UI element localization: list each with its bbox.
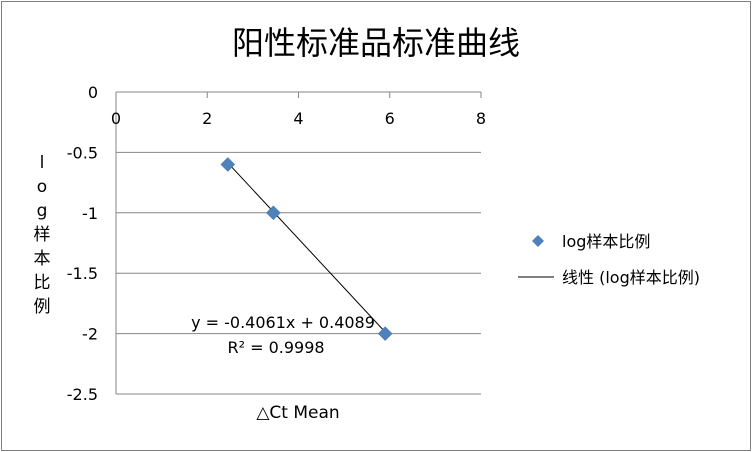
- y-axis-title-char: 比: [34, 273, 51, 293]
- y-tick-label: -0.5: [67, 143, 98, 162]
- chart-title: 阳性标准品标准曲线: [231, 24, 520, 62]
- x-axis-title: △Ct Mean: [256, 403, 339, 423]
- axes: [115, 92, 482, 394]
- y-axis-title-char: l: [40, 153, 45, 173]
- legend-label-trendline: 线性 (log样本比例): [562, 268, 700, 287]
- y-axis-title-char: 例: [34, 297, 51, 317]
- data-point: [266, 205, 281, 221]
- y-axis-title-char: o: [37, 177, 47, 197]
- tick-labels: 0 -0.5 -1 -1.5 -2 -2.5 0 2 4 6 8: [67, 83, 486, 404]
- data-point: [220, 157, 236, 172]
- gridlines: [116, 91, 481, 395]
- trendline-equation: y = -0.4061x + 0.4089: [191, 313, 375, 332]
- x-tick-label: 8: [476, 109, 486, 128]
- y-tick-label: -2.5: [67, 385, 98, 404]
- x-tick-label: 2: [202, 109, 212, 128]
- x-tick-label: 0: [111, 109, 121, 128]
- chart-labels: y = -0.4061x + 0.4089 R² = 0.9998 △Ct Mean…: [34, 153, 375, 423]
- y-tick-label: -1.5: [67, 264, 98, 283]
- y-tick-label: -2: [82, 325, 98, 344]
- y-tick-label: 0: [88, 83, 98, 102]
- legend-marker-diamond: [532, 235, 544, 247]
- y-axis-title-char: g: [37, 201, 48, 221]
- data-point: [377, 326, 393, 341]
- x-tick-label: 4: [293, 109, 303, 128]
- trendline-group: [227, 162, 386, 333]
- trendline: [227, 162, 386, 333]
- data-points: [220, 157, 393, 341]
- y-axis-title-char: 样: [34, 225, 51, 245]
- y-tick-label: -1: [82, 204, 98, 223]
- legend-label-series: log样本比例: [562, 232, 650, 251]
- y-axis-title-char: 本: [34, 249, 51, 269]
- trendline-r2: R² = 0.9998: [227, 338, 324, 357]
- x-tick-label: 6: [385, 109, 395, 128]
